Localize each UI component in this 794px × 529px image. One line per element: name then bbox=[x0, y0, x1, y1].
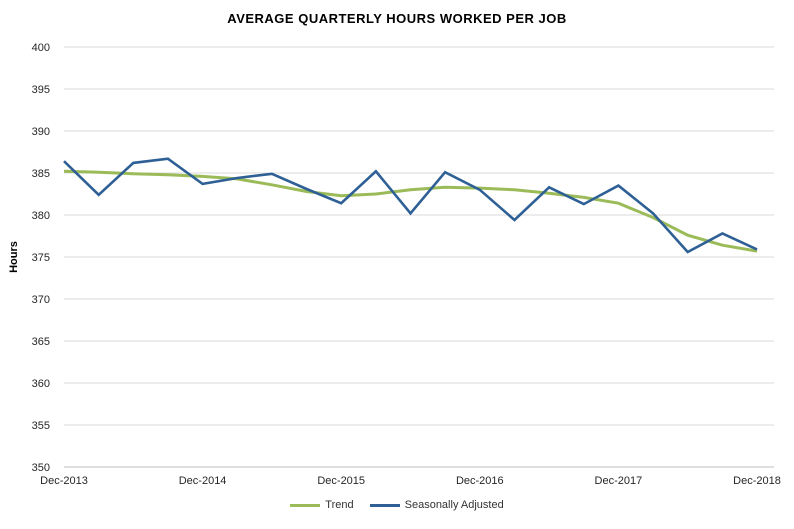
x-tick-label: Dec-2017 bbox=[595, 475, 643, 487]
y-tick-label: 350 bbox=[32, 462, 50, 474]
seasonally-adjusted-line-swatch bbox=[369, 503, 400, 507]
x-tick-label: Dec-2015 bbox=[317, 475, 365, 487]
y-tick-label: 365 bbox=[32, 336, 50, 348]
y-tick-label: 380 bbox=[32, 210, 50, 222]
y-tick-label: 390 bbox=[32, 126, 50, 138]
x-tick-label: Dec-2016 bbox=[456, 475, 504, 487]
y-tick-label: 395 bbox=[32, 84, 50, 96]
y-tick-label: 385 bbox=[32, 168, 50, 180]
legend-label-trend: Trend bbox=[325, 499, 354, 511]
seasonally-adjusted-series-line bbox=[63, 157, 758, 254]
chart-title: AVERAGE QUARTERLY HOURS WORKED PER JOB bbox=[227, 11, 567, 26]
x-tick-label: Dec-2013 bbox=[40, 475, 88, 487]
y-tick-label: 400 bbox=[32, 42, 50, 54]
legend: Trend Seasonally Adjusted bbox=[0, 499, 794, 511]
x-tick-label: Dec-2014 bbox=[179, 475, 227, 487]
legend-item-trend: Trend bbox=[290, 499, 354, 511]
trend-series-line bbox=[63, 169, 758, 253]
y-tick-label: 370 bbox=[32, 294, 50, 306]
legend-item-seasonally-adjusted: Seasonally Adjusted bbox=[369, 499, 504, 511]
x-tick-label: Dec-2018 bbox=[733, 475, 781, 487]
y-tick-label: 360 bbox=[32, 378, 50, 390]
trend-line-swatch bbox=[290, 503, 321, 507]
legend-label-seasonally-adjusted: Seasonally Adjusted bbox=[404, 499, 504, 511]
y-tick-label: 355 bbox=[32, 420, 50, 432]
y-tick-label: 375 bbox=[32, 252, 50, 264]
